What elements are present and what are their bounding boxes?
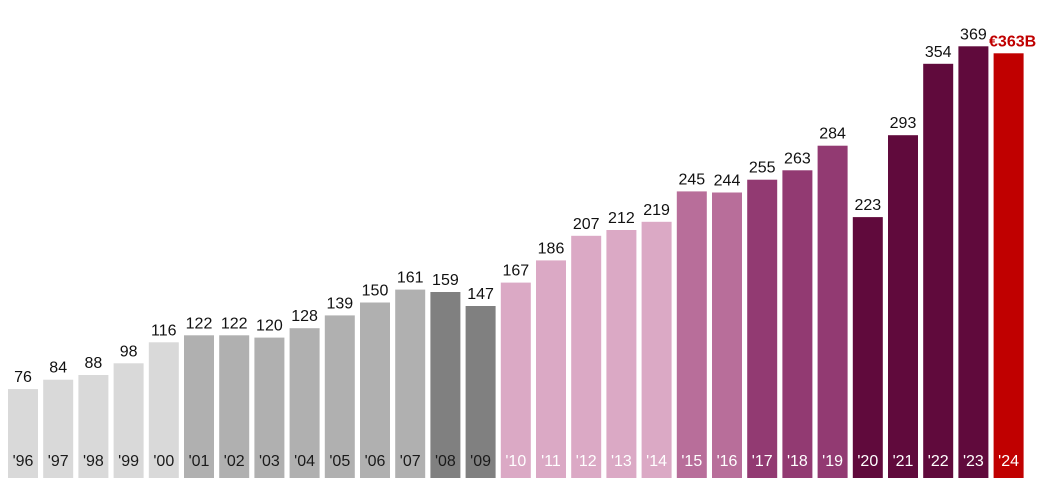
year-label-01: '01: [189, 453, 210, 470]
bar-22: [923, 63, 954, 479]
value-label-12: 207: [573, 216, 600, 233]
value-label-18: 263: [784, 150, 811, 167]
value-label-10: 167: [502, 263, 529, 280]
value-label-23: 369: [960, 26, 987, 43]
bar-15: [676, 191, 707, 478]
value-label-04: 128: [291, 308, 318, 325]
year-label-20: '20: [857, 453, 878, 470]
year-label-11: '11: [541, 453, 561, 470]
bar-07: [395, 289, 426, 478]
bar-01: [184, 335, 214, 478]
value-label-24: €363B: [989, 33, 1036, 50]
year-label-09: '09: [470, 453, 491, 470]
bar-99: [113, 363, 144, 478]
year-label-13: '13: [611, 453, 632, 470]
value-label-03: 120: [256, 318, 283, 335]
value-label-06: 150: [362, 283, 389, 300]
bar-09: [465, 306, 496, 478]
year-label-19: '19: [822, 453, 843, 470]
year-label-99: '99: [118, 453, 139, 470]
year-label-05: '05: [329, 453, 350, 470]
bar-10: [500, 282, 531, 478]
value-label-16: 244: [714, 173, 741, 190]
year-label-22: '22: [928, 453, 949, 470]
bar-16: [712, 192, 742, 478]
value-label-17: 255: [749, 160, 776, 177]
value-label-19: 284: [819, 126, 846, 143]
value-label-13: 212: [608, 210, 635, 227]
year-label-23: '23: [963, 453, 984, 470]
year-label-10: '10: [505, 453, 526, 470]
bar-11: [536, 260, 566, 478]
value-label-00: 116: [151, 322, 177, 339]
bar-00: [148, 342, 179, 478]
year-label-02: '02: [224, 453, 245, 470]
year-label-97: '97: [48, 453, 69, 470]
bar-05: [324, 315, 355, 478]
value-label-97: 84: [49, 360, 67, 377]
value-label-09: 147: [467, 286, 494, 303]
value-label-07: 161: [397, 270, 424, 287]
value-label-98: 88: [85, 355, 103, 372]
bar-04: [289, 328, 320, 478]
year-label-08: '08: [435, 453, 456, 470]
year-label-96: '96: [13, 453, 34, 470]
bar-23: [958, 46, 989, 479]
year-label-06: '06: [365, 453, 386, 470]
bar-21: [888, 135, 918, 478]
bar-03: [254, 337, 285, 478]
value-label-99: 98: [120, 343, 138, 360]
bar-97: [43, 379, 74, 478]
value-label-21: 293: [890, 115, 917, 132]
bar-12: [571, 235, 602, 478]
value-label-20: 223: [854, 197, 881, 214]
bar-14: [641, 221, 672, 479]
value-label-02: 122: [221, 315, 248, 332]
value-label-05: 139: [326, 295, 353, 312]
value-label-11: 186: [538, 240, 565, 257]
year-label-00: '00: [153, 453, 174, 470]
year-label-15: '15: [681, 453, 702, 470]
bar-20: [852, 217, 883, 478]
bar-17: [747, 179, 778, 478]
value-label-14: 219: [643, 202, 670, 219]
bar-98: [78, 375, 109, 478]
bar-13: [606, 230, 637, 478]
year-label-98: '98: [83, 453, 104, 470]
value-labels-layer: 76 84 88 98 116 122 122 120 128 139 150 161 159 147 16…: [14, 26, 1036, 386]
year-label-07: '07: [400, 453, 421, 470]
year-label-14: '14: [646, 453, 667, 470]
bar-06: [360, 302, 390, 478]
year-label-17: '17: [752, 453, 773, 470]
bar-24: [993, 53, 1024, 479]
value-label-01: 122: [186, 315, 213, 332]
year-label-18: '18: [787, 453, 808, 470]
bar-19: [817, 145, 848, 478]
bar-96: [8, 389, 38, 478]
bar-08: [430, 292, 461, 478]
bar-02: [219, 335, 250, 478]
year-label-16: '16: [717, 453, 738, 470]
value-label-96: 76: [14, 369, 32, 386]
value-label-08: 159: [432, 272, 459, 289]
value-label-15: 245: [678, 171, 705, 188]
bar-18: [782, 170, 813, 479]
year-labels-layer: '96 '97 '98 '99 '00 '01 '02 '03 '04 '05 '06 '07 '08 '…: [13, 453, 1020, 470]
year-label-21: '21: [893, 453, 914, 470]
year-label-24: '24: [998, 453, 1019, 470]
value-label-22: 354: [925, 44, 952, 61]
bars-layer: [8, 46, 1024, 479]
year-label-12: '12: [576, 453, 597, 470]
year-label-04: '04: [294, 453, 315, 470]
year-label-03: '03: [259, 453, 280, 470]
